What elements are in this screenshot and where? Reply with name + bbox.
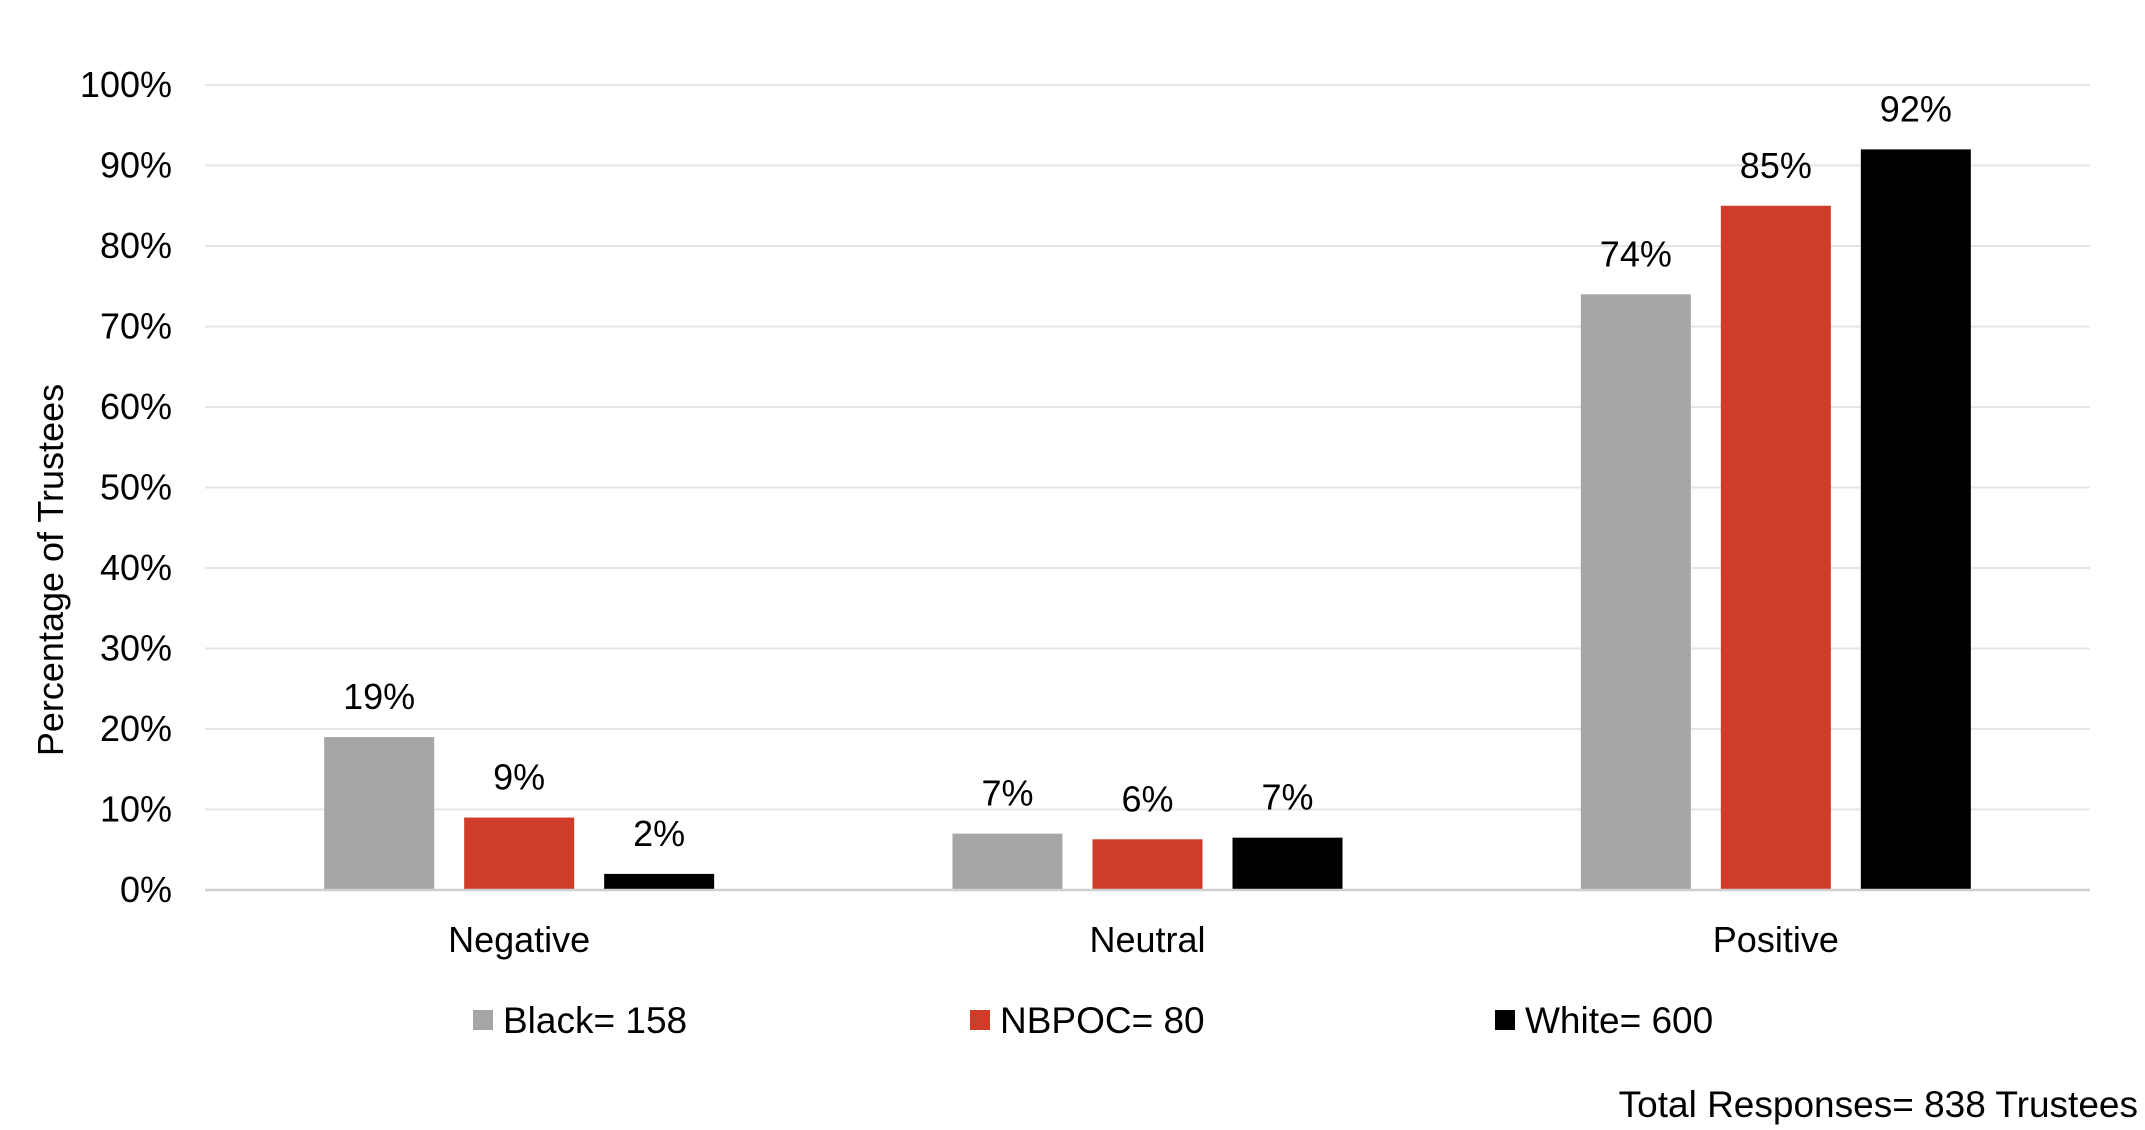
total-responses-note: Total Responses= 838 Trustees: [1619, 1084, 2138, 1125]
y-tick-label: 90%: [100, 145, 172, 186]
data-label: 74%: [1600, 233, 1672, 274]
data-label: 19%: [343, 676, 415, 717]
y-tick-label: 100%: [80, 64, 172, 105]
y-tick-label: 30%: [100, 628, 172, 669]
y-tick-label: 80%: [100, 225, 172, 266]
y-tick-label: 40%: [100, 547, 172, 588]
data-label: 7%: [981, 773, 1033, 814]
bar: [464, 817, 575, 890]
legend-label: NBPOC= 80: [1000, 1000, 1205, 1041]
legend-label: White= 600: [1525, 1000, 1713, 1041]
bar: [1860, 149, 1971, 890]
y-tick-label: 0%: [120, 869, 172, 910]
legend: Black= 158 NBPOC= 80 White= 600: [473, 1000, 1713, 1041]
category-label: Neutral: [1089, 919, 1205, 960]
data-label: 6%: [1121, 778, 1173, 819]
y-tick-label: 20%: [100, 708, 172, 749]
category-label: Positive: [1713, 919, 1839, 960]
data-label: 7%: [1261, 777, 1313, 818]
y-tick-label: 10%: [100, 789, 172, 830]
category-label: Negative: [448, 919, 590, 960]
y-axis-ticks: 0% 10% 20% 30% 40% 50% 60% 70% 80% 90% 100%: [80, 64, 172, 910]
y-tick-label: 70%: [100, 306, 172, 347]
legend-swatch: [970, 1010, 990, 1030]
y-tick-label: 50%: [100, 467, 172, 508]
data-labels: 19% 9% 2% 7% 6% 7% 74% 85% 92%: [343, 88, 1952, 854]
bar: [604, 873, 715, 890]
bar: [1232, 837, 1343, 890]
y-tick-label: 60%: [100, 386, 172, 427]
bar: [1720, 205, 1831, 890]
data-label: 9%: [493, 757, 545, 798]
category-labels: Negative Neutral Positive: [448, 919, 1839, 960]
bars: [324, 149, 1971, 890]
data-label: 92%: [1880, 88, 1952, 129]
legend-swatch: [473, 1010, 493, 1030]
bar: [952, 833, 1063, 890]
legend-label: Black= 158: [503, 1000, 687, 1041]
data-label: 85%: [1740, 145, 1812, 186]
y-axis-title: Percentage of Trustees: [30, 384, 71, 756]
legend-swatch: [1495, 1010, 1515, 1030]
bar: [1092, 839, 1203, 890]
bar: [324, 737, 435, 890]
gridlines: [205, 84, 2090, 811]
data-label: 2%: [633, 813, 685, 854]
bar: [1580, 294, 1691, 890]
